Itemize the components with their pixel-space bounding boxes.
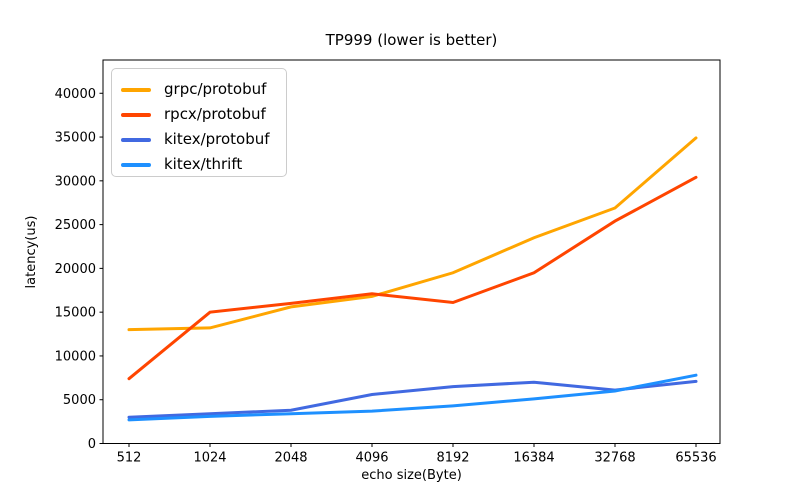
y-tick-label: 35000 xyxy=(55,131,96,146)
legend-label: kitex/thrift xyxy=(164,155,243,173)
y-tick-label: 0 xyxy=(88,437,96,452)
legend-item: grpc/protobuf xyxy=(121,77,286,102)
series-line-kitex-protobuf xyxy=(127,379,698,419)
legend-line-rpcx-protobuf-icon xyxy=(121,112,151,117)
legend: grpc/protobuf rpcx/protobuf kitex/protob… xyxy=(111,68,287,177)
series-line-grpc-protobuf xyxy=(127,136,698,332)
y-tick-label: 40000 xyxy=(55,87,96,102)
x-tick-label: 512 xyxy=(117,451,142,466)
axes-spines xyxy=(102,59,721,444)
legend-item: kitex/thrift xyxy=(121,152,286,177)
legend-line-kitex-thrift-icon xyxy=(121,162,151,167)
x-tick-label: 16384 xyxy=(513,451,554,466)
y-tick-label: 15000 xyxy=(55,306,96,321)
y-tick-label: 20000 xyxy=(55,262,96,277)
legend-item: rpcx/protobuf xyxy=(121,102,286,127)
x-tick-label: 4096 xyxy=(355,451,388,466)
chart-title: TP999 (lower is better) xyxy=(325,31,498,49)
x-tick-label: 32768 xyxy=(594,451,635,466)
series-line-rpcx-protobuf xyxy=(127,175,698,381)
legend-line-grpc-protobuf-icon xyxy=(121,87,151,92)
legend-label: kitex/protobuf xyxy=(164,130,270,148)
legend-line-kitex-protobuf-icon xyxy=(121,137,151,142)
y-tick-label: 30000 xyxy=(55,174,96,189)
y-axis-label: latency(us) xyxy=(24,215,39,289)
legend-label: grpc/protobuf xyxy=(164,80,267,98)
series-line-kitex-thrift xyxy=(127,373,698,422)
y-tick-label: 5000 xyxy=(63,393,96,408)
legend-label: rpcx/protobuf xyxy=(164,105,266,123)
y-tick-label: 10000 xyxy=(55,349,96,364)
x-tick-label: 2048 xyxy=(274,451,307,466)
x-axis-label: echo size(Byte) xyxy=(361,468,462,483)
legend-item: kitex/protobuf xyxy=(121,127,286,152)
x-tick-label: 65536 xyxy=(675,451,716,466)
x-tick-label: 8192 xyxy=(436,451,469,466)
y-tick-label: 25000 xyxy=(55,218,96,233)
x-tick-label: 1024 xyxy=(193,451,226,466)
